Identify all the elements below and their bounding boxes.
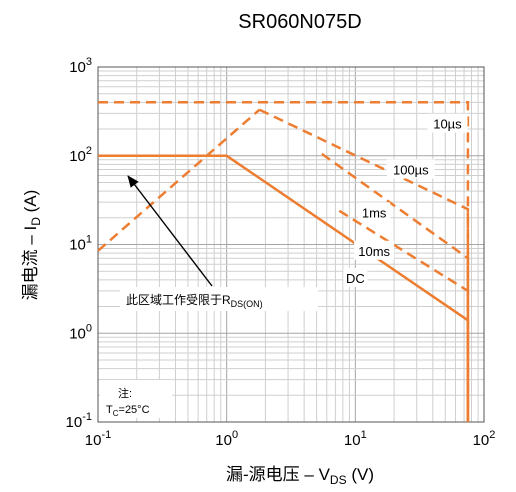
x-axis-label-sub: DS — [330, 473, 347, 487]
x-tick-label: 101 — [344, 429, 367, 449]
series-line-1 — [258, 108, 470, 422]
series-label: 10µs — [433, 117, 462, 132]
rds-note-sub: DS(ON) — [231, 299, 263, 309]
temp-note-box — [100, 380, 172, 418]
grid-lines — [97, 67, 484, 423]
rds-note-main: 此区域工作受限于R — [126, 293, 231, 307]
y-axis-label-main: 漏电流 – I — [21, 226, 40, 301]
x-tick-label: 10-1 — [85, 429, 111, 449]
y-axis-label-sub: D — [29, 217, 43, 226]
series-line-0 — [98, 101, 470, 422]
series-line-3 — [338, 209, 469, 292]
series-label-box — [354, 240, 395, 260]
tick-label-layer: 10-1 100 101 102 10-1 100 101 102 103 — [66, 56, 496, 449]
series-label-box — [427, 113, 468, 133]
y-tick-label: 103 — [69, 56, 92, 76]
series-line-2 — [321, 152, 470, 422]
series-label: 100µs — [393, 162, 429, 177]
y-axis-label-unit: (A) — [21, 190, 40, 217]
rds-arrow — [127, 175, 213, 287]
rds-note-box — [120, 287, 318, 311]
temp-note-rest: =25°C — [119, 404, 150, 416]
y-axis-label: 漏电流 – ID (A) — [21, 190, 43, 301]
temp-note-title: 注: — [118, 386, 132, 400]
x-axis-label-unit: (V) — [347, 465, 374, 484]
temp-note-sub: C — [113, 409, 119, 418]
x-axis-label: 漏-源电压 – VDS (V) — [226, 465, 374, 487]
series-layer — [97, 101, 470, 422]
series-line-5 — [98, 154, 470, 422]
series-label: 10ms — [358, 244, 390, 259]
series-label: 1ms — [362, 205, 387, 220]
x-tick-label: 100 — [215, 429, 238, 449]
x-tick-label: 102 — [473, 429, 496, 449]
series-label-box — [343, 267, 368, 287]
plot-frame — [97, 66, 485, 423]
y-tick-label: 102 — [69, 145, 92, 165]
y-tick-label: 10-1 — [66, 411, 92, 431]
chart-title: SR060N075D — [238, 11, 361, 33]
y-tick-label: 101 — [69, 234, 92, 254]
temp-note-text: TC=25°C — [106, 404, 150, 418]
rds-note: 此区域工作受限于RDS(ON) — [126, 293, 263, 309]
series-line-4 — [97, 108, 261, 252]
series-label-layer: 10µs 100µs 1ms 10ms DC — [343, 113, 468, 287]
x-axis-label-main: 漏-源电压 – V — [226, 465, 331, 484]
series-label-box — [358, 202, 391, 222]
series-label-box — [386, 159, 435, 179]
temp-note-main: T — [106, 404, 113, 416]
y-tick-label: 100 — [69, 322, 92, 342]
series-label: DC — [346, 271, 365, 286]
